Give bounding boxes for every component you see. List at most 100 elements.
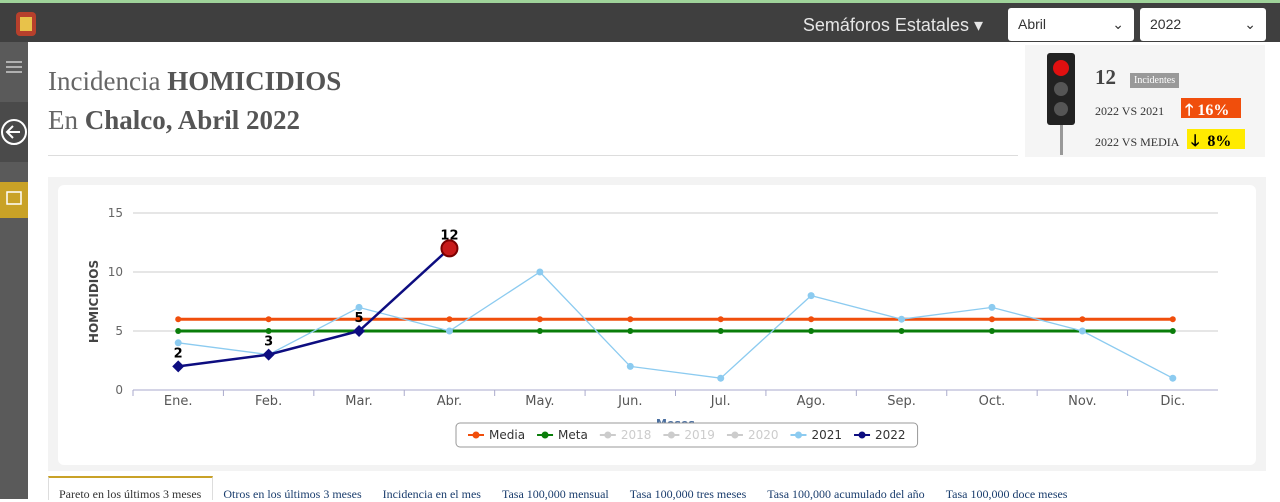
- legend-item[interactable]: 2018: [599, 428, 652, 442]
- point: [355, 303, 363, 311]
- legend-box: [455, 422, 919, 448]
- data-label: 5: [355, 311, 364, 326]
- point: [988, 303, 996, 311]
- point: [717, 316, 724, 323]
- traffic-light: [1047, 53, 1075, 155]
- tab[interactable]: Incidencia en el mes: [382, 487, 481, 501]
- x-tick-label: Mar.: [345, 394, 372, 409]
- compare-value: 16%: [1197, 102, 1230, 119]
- menu[interactable]: Semáforos Estatales ▾: [802, 15, 983, 35]
- x-tick-label: Ene.: [164, 394, 193, 409]
- legend-marker: [794, 431, 802, 439]
- x-tick-label: Sep.: [887, 394, 916, 409]
- point: [627, 316, 634, 323]
- compare-badge: 🡓 8%: [1187, 129, 1245, 150]
- header-strong: Chalco, Abril 2022: [84, 105, 301, 135]
- point: [808, 328, 815, 334]
- chart-bg: [58, 185, 1256, 465]
- point: [626, 362, 634, 370]
- sidebar-icons: [0, 61, 28, 218]
- legend-marker: [731, 431, 739, 439]
- legend-item[interactable]: 2019: [663, 428, 715, 442]
- series-line: [178, 247, 451, 368]
- point: [536, 328, 543, 334]
- legend: Media Meta 2018 2019 2020 2021 2022: [455, 422, 919, 448]
- y-axis-label: HOMICIDIOS: [87, 260, 101, 343]
- point: [808, 316, 815, 323]
- legend-item[interactable]: Media: [468, 428, 525, 442]
- x-tick-label: Ago.: [797, 394, 826, 409]
- point: [175, 328, 182, 334]
- x-tick-label: Nov.: [1068, 394, 1097, 409]
- tab[interactable]: Pareto en los últimos 3 meses: [48, 476, 214, 501]
- legend-label: 2018: [621, 428, 652, 442]
- point: [262, 348, 275, 361]
- count-label: Incidentes: [1130, 73, 1180, 88]
- navbar: Semáforos Estatales ▾ Abril ⌄ 2022 ⌄: [0, 0, 1280, 42]
- year-value: 2022: [1150, 16, 1182, 32]
- tab[interactable]: Tasa 100,000 doce meses: [945, 487, 1068, 501]
- legend-marker: [667, 431, 675, 439]
- header-text: En: [48, 105, 78, 135]
- point: [807, 292, 815, 300]
- month-select[interactable]: Abril ⌄: [1008, 8, 1134, 41]
- tabs: Pareto en los últimos 3 meses Otros en lo…: [48, 476, 1078, 501]
- legend-item[interactable]: Meta: [537, 428, 588, 442]
- point: [440, 239, 459, 258]
- point: [627, 328, 634, 334]
- chart-card: 0 5 10 15 Ene. Feb. Mar. Abr. May. Jun. Jul. Ago. Se…: [48, 177, 1266, 471]
- count: 12: [1095, 65, 1116, 89]
- point: [717, 374, 725, 382]
- point: [1078, 327, 1086, 335]
- header-strong: HOMICIDIOS: [167, 66, 342, 96]
- point: [898, 315, 906, 323]
- chart: 0 5 10 15 Ene. Feb. Mar. Abr. May. Jun. Jul. Ago. Se…: [58, 185, 1256, 465]
- header-text: Incidencia: [48, 66, 161, 96]
- month-value: Abril: [1018, 16, 1047, 32]
- menu-label[interactable]: Semáforos Estatales: [802, 15, 969, 35]
- point: [172, 360, 185, 373]
- point: [445, 327, 453, 335]
- tab[interactable]: Tasa 100,000 mensual: [501, 487, 609, 501]
- legend-item[interactable]: 2022: [854, 428, 906, 442]
- point: [988, 328, 995, 334]
- legend-label: Meta: [558, 428, 588, 442]
- tab[interactable]: Tasa 100,000 tres meses: [629, 487, 747, 501]
- legend-marker: [858, 431, 866, 439]
- x-tick-label: May.: [525, 394, 554, 409]
- legend-marker: [472, 431, 480, 439]
- summary: 12 Incidentes 2022 VS 2021 🡑 16% 2022 VS…: [1025, 45, 1265, 157]
- year-select[interactable]: 2022 ⌄: [1140, 8, 1266, 41]
- x-tick-label: Abr.: [437, 394, 462, 409]
- legend-label: 2020: [748, 428, 779, 442]
- sidebar: [0, 42, 28, 499]
- point: [988, 316, 995, 323]
- x-tick-label: Dic.: [1160, 394, 1185, 409]
- legend-marker: [541, 431, 549, 439]
- legend-label: 2022: [875, 428, 906, 442]
- compare-value: 8%: [1207, 133, 1232, 150]
- point: [356, 316, 363, 323]
- point: [446, 316, 453, 323]
- point: [1169, 328, 1176, 334]
- y-tick-label: 5: [115, 324, 123, 338]
- header-line: Incidencia HOMICIDIOS: [48, 62, 341, 101]
- x-tick-label: Jul.: [710, 394, 731, 409]
- point: [353, 325, 366, 337]
- point: [265, 316, 272, 323]
- tab[interactable]: Tasa 100,000 acumulado del año: [767, 487, 925, 501]
- legend-item[interactable]: 2021: [790, 428, 842, 442]
- y-tick-label: 15: [108, 206, 123, 220]
- legend-label: 2021: [811, 428, 842, 442]
- x-tick-label: Oct.: [979, 394, 1006, 409]
- legend-item[interactable]: 2020: [726, 428, 779, 442]
- legend-label: Media: [489, 428, 525, 442]
- point: [175, 316, 182, 323]
- point: [265, 328, 272, 334]
- x-tick-label: Feb.: [255, 394, 282, 409]
- y-tick-label: 0: [115, 383, 123, 397]
- data-label: 3: [264, 335, 273, 350]
- tab[interactable]: Otros en los últimos 3 meses: [223, 487, 362, 501]
- point: [536, 316, 543, 323]
- point: [174, 339, 182, 347]
